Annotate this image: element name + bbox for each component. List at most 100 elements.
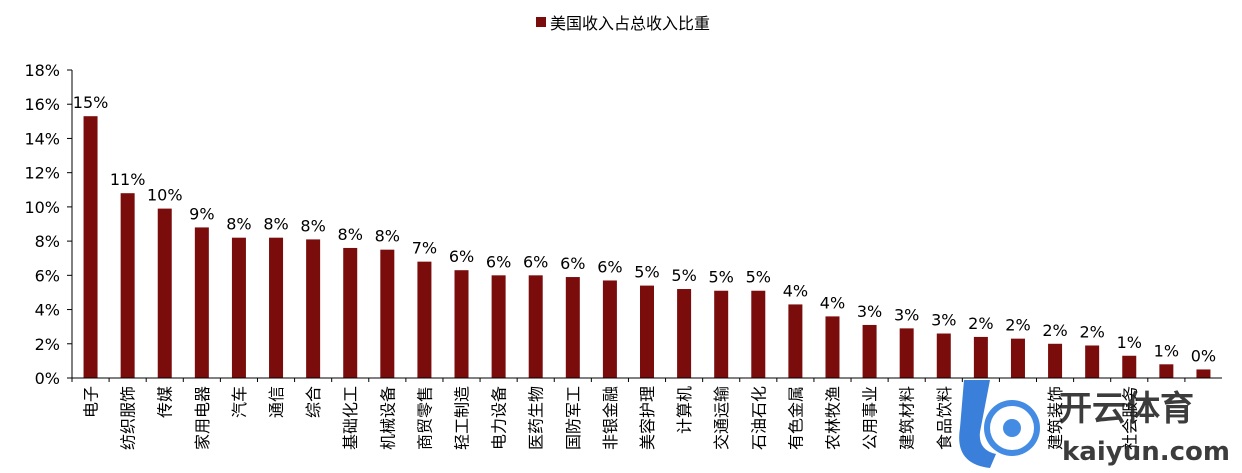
data-label: 1% [1117,333,1142,352]
data-label: 5% [671,266,696,285]
y-tick-label: 14% [24,129,60,148]
category-label: 纺织服饰 [119,386,138,450]
bar [936,333,951,378]
legend-label: 美国收入占总收入比重 [550,14,710,33]
category-label: 电子 [82,386,101,418]
bar [380,249,395,378]
bar [1196,369,1211,378]
y-tick-label: 8% [35,232,60,251]
data-label: 2% [1079,322,1104,341]
data-label: 5% [634,263,659,282]
bar [1122,355,1137,378]
data-label: 6% [560,254,585,273]
category-label: 美容护理 [638,386,657,450]
bar [825,316,840,378]
bar [751,290,766,378]
data-label: 4% [820,293,845,312]
category-label: 通信 [267,386,286,418]
category-label: 机械设备 [378,386,397,450]
data-label: 3% [931,311,956,330]
bar [454,270,469,378]
bar [1010,338,1025,378]
brand-watermark: 开云体育 kaiyun.com [959,380,1230,468]
category-label: 非银金融 [601,386,620,450]
category-label: 社会服务 [1120,386,1139,450]
category-label: 传媒 [156,386,175,418]
data-label: 7% [412,239,437,258]
bar [83,116,98,378]
y-tick-label: 16% [24,95,60,114]
bar [157,208,172,378]
data-label: 15% [73,93,109,112]
category-label: 汽车 [230,386,249,418]
data-label: 6% [449,247,474,266]
category-label: 有色金属 [786,386,805,450]
bar [1048,343,1063,378]
bar [714,290,729,378]
y-tick-label: 2% [35,335,60,354]
data-label: 3% [894,305,919,324]
category-label: 综合 [304,386,323,418]
data-label: 2% [1042,321,1067,340]
y-tick-label: 4% [35,301,60,320]
data-label: 3% [857,302,882,321]
brand-logo-icon [959,380,996,468]
data-label: 11% [110,170,146,189]
bar [1085,345,1100,378]
category-label: 轻工制造 [453,386,472,450]
y-tick-label: 6% [35,266,60,285]
bar [491,275,506,378]
bar [973,336,988,378]
bar [194,227,209,378]
data-label: 5% [708,268,733,287]
bar [862,324,877,378]
y-tick-label: 10% [24,198,60,217]
bars [83,116,1211,378]
legend: 美国收入占总收入比重 [536,14,710,33]
y-axis: 0% 2% 4% 6% 8% 10% 12% 14% 16% 18% [24,61,72,388]
bar [120,193,135,378]
bar [602,280,617,378]
data-label: 5% [746,268,771,287]
category-label: 电力设备 [490,386,509,450]
category-label: 食品饮料 [935,386,954,450]
bar [417,261,432,378]
category-label: 建筑装饰 [1046,386,1065,450]
data-label: 8% [263,215,288,234]
data-label: 6% [597,257,622,276]
data-label: 8% [300,216,325,235]
data-label: 10% [147,186,183,205]
category-label: 农林牧渔 [823,386,842,450]
data-label: 1% [1154,341,1179,360]
bar [565,277,580,378]
y-tick-label: 0% [35,369,60,388]
bar [306,239,321,378]
x-axis-labels: 电子 纺织服饰 传媒 家用电器 汽车 通信 综合 基础化工 机械设备 商贸零售 轻工制造 电力设备 医药… [71,378,1186,450]
brand-url: kaiyun.com [1062,437,1230,467]
data-label: 0% [1191,346,1216,365]
legend-swatch [536,17,546,27]
data-label: 4% [783,281,808,300]
bar [640,285,654,378]
bar [231,237,246,378]
data-label: 8% [338,225,363,244]
category-label: 石油石化 [749,386,768,450]
category-label: 国防军工 [564,386,583,450]
data-label: 8% [226,215,251,234]
category-label: 家用电器 [193,386,212,450]
bar [269,237,284,378]
category-label: 交通运输 [712,386,731,450]
data-label: 2% [1005,316,1030,335]
bar [788,304,803,378]
bar [343,247,358,378]
category-label: 公用事业 [861,386,880,450]
category-label: 医药生物 [527,386,546,450]
data-label: 9% [189,204,214,223]
category-label: 计算机 [675,386,694,434]
bar [677,289,692,378]
y-tick-label: 12% [24,164,60,183]
category-label: 基础化工 [341,386,360,450]
data-label: 6% [523,252,548,271]
category-label: 商贸零售 [415,386,434,450]
